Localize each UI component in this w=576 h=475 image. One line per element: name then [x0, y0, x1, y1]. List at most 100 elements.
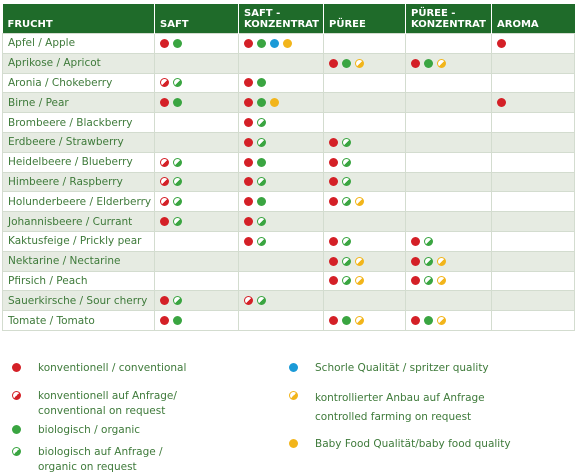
availability-cell	[155, 251, 239, 271]
yellow-half-dot-icon	[437, 316, 446, 325]
col-header-aroma: AROMA	[492, 4, 575, 34]
fruit-name: Kaktusfeige / Prickly pear	[3, 231, 155, 251]
availability-cell	[239, 231, 324, 251]
red-dot-icon	[160, 217, 169, 226]
red-dot-icon	[411, 59, 420, 68]
availability-cell	[406, 53, 492, 73]
availability-cell	[239, 212, 324, 232]
red-half-dot-icon	[244, 296, 253, 305]
green-dot-icon	[424, 316, 433, 325]
availability-cell	[239, 192, 324, 212]
red-dot-icon	[329, 177, 338, 186]
col-header-pueree-konzentrat: PÜREE - KONZENTRAT	[406, 4, 492, 34]
red-dot-icon	[160, 316, 169, 325]
green-half-dot-icon	[342, 276, 351, 285]
red-dot-icon	[12, 363, 21, 372]
fruit-name: Himbeere / Raspberry	[3, 172, 155, 192]
yellow-half-dot-icon	[355, 316, 364, 325]
availability-cell	[155, 73, 239, 93]
availability-cell	[324, 34, 406, 54]
red-dot-icon	[411, 237, 420, 246]
availability-cell	[406, 152, 492, 172]
red-dot-icon	[244, 237, 253, 246]
col-header-saft-konzentrat: SAFT - KONZENTRAT	[239, 4, 324, 34]
availability-cell	[155, 311, 239, 331]
availability-cell	[492, 53, 575, 73]
availability-cell	[492, 291, 575, 311]
fruit-name: Aronia / Chokeberry	[3, 73, 155, 93]
availability-cell	[406, 172, 492, 192]
availability-cell	[155, 53, 239, 73]
red-dot-icon	[160, 296, 169, 305]
availability-cell	[155, 271, 239, 291]
table-row: Pfirsich / Peach	[3, 271, 575, 291]
availability-cell	[492, 311, 575, 331]
green-half-dot-icon	[173, 177, 182, 186]
green-dot-icon	[342, 59, 351, 68]
green-half-dot-icon	[173, 217, 182, 226]
green-half-dot-icon	[342, 138, 351, 147]
table-row: Aronia / Chokeberry	[3, 73, 575, 93]
green-dot-icon	[257, 197, 266, 206]
red-dot-icon	[329, 197, 338, 206]
green-dot-icon	[257, 98, 266, 107]
availability-cell	[492, 113, 575, 133]
table-row: Birne / Pear	[3, 93, 575, 113]
red-dot-icon	[244, 138, 253, 147]
availability-cell	[324, 231, 406, 251]
green-half-dot-icon	[342, 177, 351, 186]
red-dot-icon	[244, 39, 253, 48]
red-dot-icon	[329, 138, 338, 147]
availability-cell	[492, 152, 575, 172]
fruit-name: Aprikose / Apricot	[3, 53, 155, 73]
fruit-name: Brombeere / Blackberry	[3, 113, 155, 133]
availability-cell	[239, 132, 324, 152]
availability-cell	[155, 172, 239, 192]
table-row: Johannisbeere / Currant	[3, 212, 575, 232]
red-half-dot-icon	[160, 177, 169, 186]
green-dot-icon	[257, 78, 266, 87]
green-half-dot-icon	[173, 158, 182, 167]
green-half-dot-icon	[257, 217, 266, 226]
availability-cell	[239, 53, 324, 73]
availability-cell	[324, 212, 406, 232]
availability-cell	[239, 152, 324, 172]
green-half-dot-icon	[257, 118, 266, 127]
availability-cell	[406, 132, 492, 152]
availability-cell	[239, 251, 324, 271]
availability-cell	[324, 152, 406, 172]
availability-cell	[239, 93, 324, 113]
green-half-dot-icon	[342, 197, 351, 206]
green-dot-icon	[173, 39, 182, 48]
green-half-dot-icon	[257, 237, 266, 246]
availability-cell	[155, 231, 239, 251]
red-dot-icon	[244, 118, 253, 127]
fruit-name: Nektarine / Nectarine	[3, 251, 155, 271]
green-half-dot-icon	[342, 158, 351, 167]
availability-cell	[406, 231, 492, 251]
red-dot-icon	[329, 316, 338, 325]
yellow-dot-icon	[270, 98, 279, 107]
availability-cell	[492, 172, 575, 192]
availability-cell	[492, 192, 575, 212]
green-dot-icon	[257, 158, 266, 167]
availability-cell	[239, 113, 324, 133]
red-dot-icon	[329, 276, 338, 285]
green-half-dot-icon	[424, 276, 433, 285]
green-dot-icon	[173, 98, 182, 107]
fruit-name: Apfel / Apple	[3, 34, 155, 54]
availability-cell	[492, 93, 575, 113]
availability-cell	[324, 291, 406, 311]
table-row: Tomate / Tomato	[3, 311, 575, 331]
green-half-dot-icon	[342, 237, 351, 246]
red-dot-icon	[244, 217, 253, 226]
availability-table: FRUCHT SAFT SAFT - KONZENTRAT PÜREE PÜRE…	[2, 4, 575, 331]
green-half-dot-icon	[12, 447, 21, 456]
availability-cell	[239, 291, 324, 311]
table-row: Holunderbeere / Elderberry	[3, 192, 575, 212]
availability-cell	[324, 311, 406, 331]
red-half-dot-icon	[12, 391, 21, 400]
green-half-dot-icon	[257, 138, 266, 147]
red-dot-icon	[244, 78, 253, 87]
table-row: Brombeere / Blackberry	[3, 113, 575, 133]
